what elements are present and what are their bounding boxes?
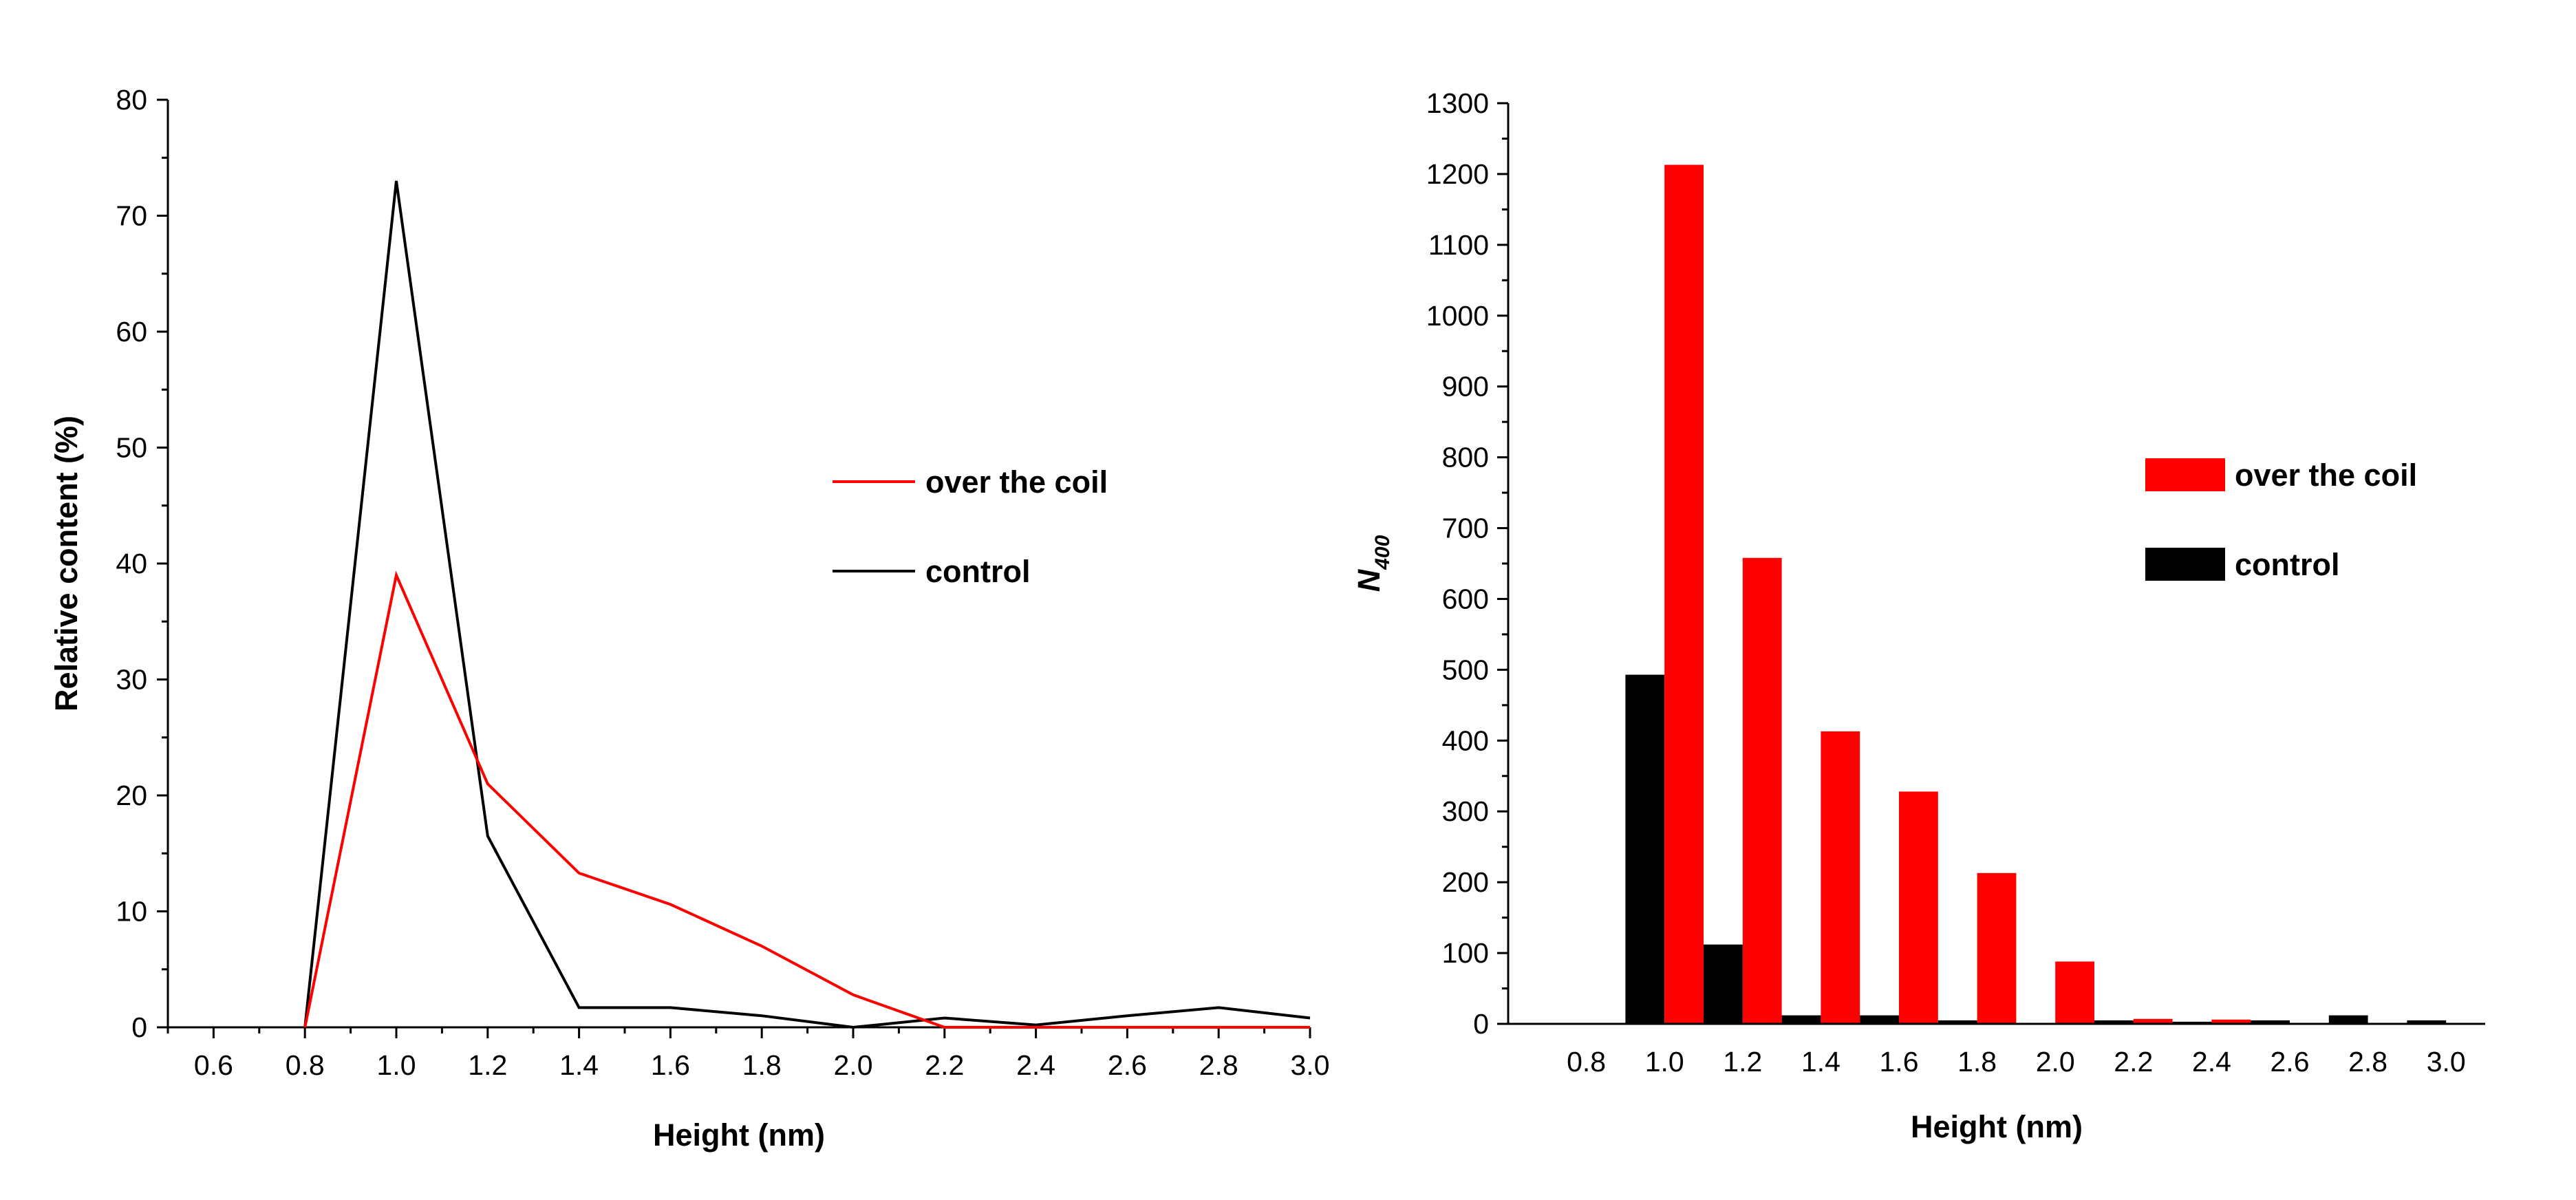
y-tick-label: 0 (1473, 1008, 1489, 1040)
x-tick-label: 2.8 (2348, 1046, 2387, 1078)
x-tick-label: 3.0 (1291, 1049, 1330, 1081)
x-tick-label: 1.2 (468, 1049, 507, 1081)
x-tick-label: 1.8 (742, 1049, 782, 1081)
x-tick-label: 2.8 (1199, 1049, 1238, 1081)
y-tick-label: 60 (116, 316, 147, 347)
legend-label-over-the-coil: over the coil (925, 464, 1108, 500)
bar-control-3 (2407, 1020, 2447, 1024)
y-axis-title: N400 (1351, 535, 1394, 592)
legend-swatch-over-the-coil (2145, 458, 2225, 491)
bar-control-2-6 (2251, 1020, 2290, 1024)
legend-label-control: control (2235, 547, 2340, 582)
x-axis-title: Height (nm) (653, 1117, 825, 1153)
y-tick-label: 800 (1442, 442, 1489, 473)
y-tick-label: 1300 (1426, 87, 1489, 119)
y-tick-label: 900 (1442, 371, 1489, 403)
x-tick-label: 2.2 (925, 1049, 964, 1081)
x-tick-label: 1.6 (1880, 1046, 1919, 1078)
legend-label-control: control (925, 554, 1031, 589)
x-axis-title: Height (nm) (1911, 1109, 2083, 1144)
y-axis-title-main: N (1351, 568, 1386, 592)
x-tick-label: 3.0 (2427, 1046, 2466, 1078)
x-tick-label: 1.4 (559, 1049, 599, 1081)
series-line-control (303, 180, 1311, 1029)
bar-chart-n400: 0 100 200 300 400 500 600 700 800 900 1000 1100 1200… (1351, 87, 2485, 1144)
x-tick-label: 0.8 (1567, 1046, 1606, 1078)
x-tick-label: 2.6 (2271, 1046, 2310, 1078)
bar-control-2-8 (2328, 1015, 2368, 1024)
y-tick-label: 0 (131, 1011, 147, 1043)
x-tick-label: 0.8 (286, 1049, 325, 1081)
x-tick-label: 1.6 (651, 1049, 690, 1081)
y-tick-label: 1200 (1426, 158, 1489, 190)
y-tick-label: 400 (1442, 725, 1489, 756)
x-tick-label: 1.8 (1957, 1046, 1997, 1078)
y-tick-label: 1100 (1428, 229, 1489, 261)
y-tick-label: 30 (116, 664, 147, 696)
y-tick-label: 500 (1442, 654, 1489, 685)
bar-over-the-coil-2-2 (2133, 1018, 2173, 1024)
legend-label-over-the-coil: over the coil (2235, 458, 2417, 493)
series-line-over-the-coil (303, 570, 1310, 1029)
bar-over-the-coil-1-6 (1899, 791, 1938, 1024)
y-tick-label: 40 (116, 548, 147, 579)
bar-control-1-8 (1938, 1020, 1977, 1024)
x-tick-label: 1.0 (1645, 1046, 1684, 1078)
bar-control-1 (1625, 674, 1665, 1024)
y-tick-label: 700 (1442, 513, 1489, 544)
x-tick-label: 0.6 (194, 1049, 233, 1081)
y-tick-label: 300 (1442, 795, 1489, 827)
legend-swatch-control (2145, 548, 2225, 581)
bar-over-the-coil-1 (1664, 164, 1704, 1024)
y-tick-label: 50 (116, 432, 147, 464)
bar-control-1-6 (1860, 1015, 1899, 1024)
bar-over-the-coil-1-8 (1977, 872, 2017, 1024)
bar-control-2-2 (2094, 1020, 2134, 1024)
x-tick-label: 2.0 (834, 1049, 873, 1081)
x-tick-label: 2.4 (2192, 1046, 2231, 1078)
y-tick-label: 600 (1442, 583, 1489, 614)
bar-over-the-coil-2 (2055, 961, 2094, 1024)
y-tick-label: 200 (1442, 866, 1489, 898)
bar-over-the-coil-2-4 (2211, 1019, 2251, 1024)
x-tick-label: 2.2 (2114, 1046, 2153, 1078)
bar-over-the-coil-1-2 (1742, 557, 1782, 1024)
x-tick-label: 2.6 (1108, 1049, 1147, 1081)
x-tick-label: 1.2 (1723, 1046, 1762, 1078)
y-tick-label: 70 (116, 200, 147, 232)
line-chart-relative-content: 0 10 20 30 40 50 60 70 80 0.6 0.8 1.0 1.2 1.4 1.6 1.8 2.… (49, 84, 1330, 1153)
y-tick-label: 80 (116, 84, 147, 116)
bar-control-2-4 (2172, 1021, 2212, 1024)
y-tick-label: 1000 (1426, 300, 1489, 332)
y-axis-title-subscript: 400 (1371, 535, 1394, 570)
y-tick-label: 20 (116, 780, 147, 811)
x-tick-label: 1.0 (377, 1049, 416, 1081)
x-tick-label: 1.4 (1801, 1046, 1840, 1078)
y-axis-title: Relative content (%) (49, 416, 84, 711)
bar-control-1-4 (1781, 1015, 1821, 1024)
x-tick-label: 2.0 (2036, 1046, 2075, 1078)
x-tick-label: 2.4 (1016, 1049, 1055, 1081)
bar-control-1-2 (1704, 944, 1743, 1024)
bar-over-the-coil-1-4 (1821, 731, 1860, 1024)
y-tick-label: 10 (116, 896, 147, 928)
y-tick-label: 100 (1442, 937, 1489, 969)
